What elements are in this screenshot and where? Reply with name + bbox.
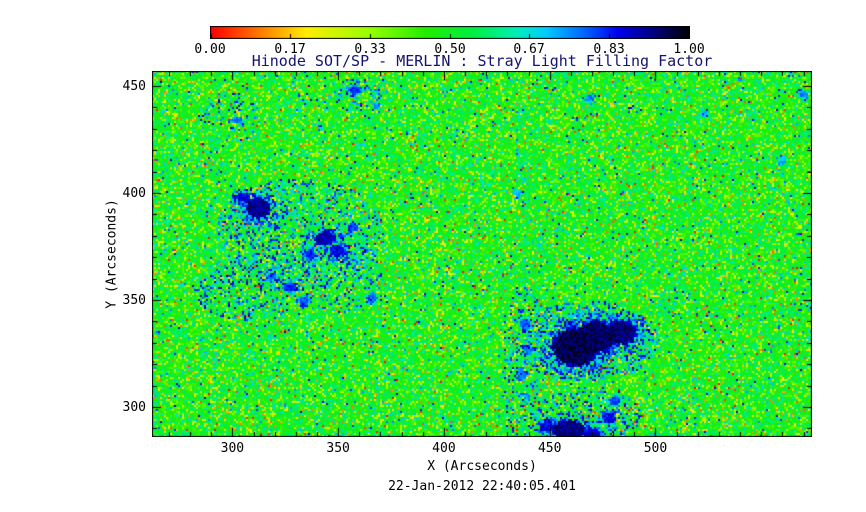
- x-tick-label: 400: [432, 441, 456, 456]
- x-tick-label: 300: [220, 441, 245, 456]
- heatmap-canvas: [152, 71, 812, 437]
- y-tick-label: 300: [122, 400, 146, 416]
- x-tick-label: 450: [537, 441, 562, 456]
- x-tick-label: 500: [643, 441, 668, 456]
- colorbar-tick-label: 0.83: [593, 42, 625, 57]
- colorbar-tick-label: 0.17: [274, 42, 306, 57]
- y-tick-label: 450: [122, 78, 146, 94]
- y-tick-label: 400: [122, 186, 146, 201]
- colorbar-tick-label: 1.00: [673, 42, 705, 57]
- colorbar-tick-label: 0.67: [513, 42, 545, 57]
- x-axis-label: X (Arcseconds): [427, 459, 537, 474]
- chart-title: Hinode SOT/SP - MERLIN : Stray Light Fil…: [251, 52, 713, 70]
- y-tick-label: 350: [122, 293, 146, 309]
- x-tick-label: 350: [326, 441, 350, 456]
- colorbar-tick-label: 0.50: [434, 42, 466, 57]
- colorbar-gradient: [210, 26, 690, 39]
- timestamp: 22-Jan-2012 22:40:05.401: [388, 479, 576, 494]
- colorbar-tick-label: 0.00: [194, 42, 226, 57]
- colorbar-tick-label: 0.33: [354, 42, 386, 57]
